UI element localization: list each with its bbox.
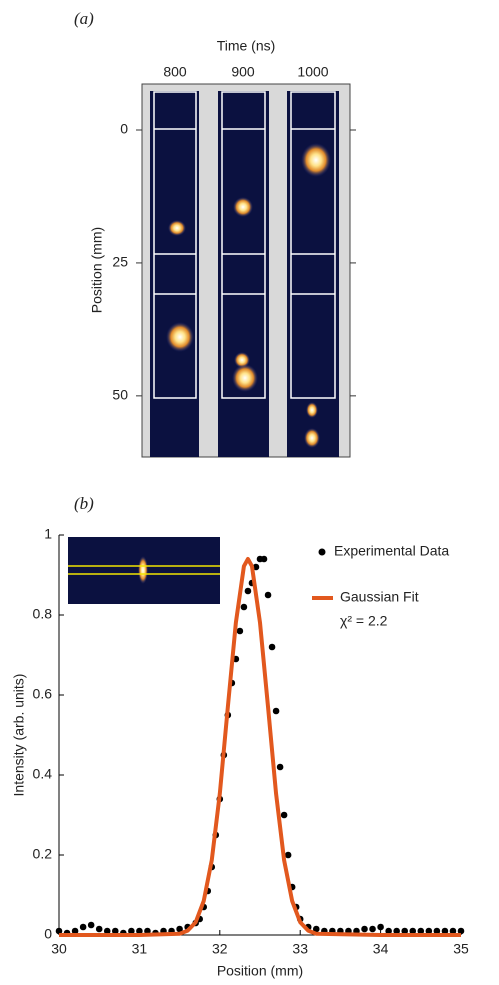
data-point [280,811,288,819]
data-point [144,927,151,935]
y-axis-label: Intensity (arb. units) [11,674,27,797]
y-tick-label: 0.6 [33,686,53,702]
column-label: 900 [231,64,255,80]
x-axis-label: Position (mm) [217,963,303,979]
data-point [361,925,368,933]
x-tick-label: 35 [453,941,469,957]
data-point [244,587,252,595]
image-strips [150,91,339,457]
data-point [276,763,284,771]
fit-line [59,557,461,937]
inset-image [68,537,220,604]
x-tick-label: 31 [132,941,148,957]
y-tick-label: 0.4 [33,766,53,782]
data-point [111,927,119,935]
data-point [136,927,143,935]
y-tick-label: 0.2 [33,846,53,862]
legend-marker [318,548,326,556]
data-point [252,563,260,571]
data-point [312,925,320,933]
data-point [377,923,384,931]
x-tick-label: 33 [292,941,308,957]
data-point [272,707,280,715]
data-point [268,643,276,651]
y-tick-label: 25 [112,254,128,270]
data-point [260,555,268,563]
data-point [449,927,457,935]
data-point [95,925,103,933]
data-point [385,927,392,935]
data-point [425,927,433,935]
data-point [103,927,111,935]
y-tick-label: 0 [120,121,128,137]
chart-title: Time (ns) [217,38,276,54]
data-point [71,927,79,935]
data-point [55,927,63,935]
legend-label: Gaussian Fit [340,589,419,605]
y-axis-label: Position (mm) [89,227,105,313]
data-point [409,927,417,935]
panel-label: (b) [74,494,94,513]
data-point [236,627,244,635]
data-point [176,925,183,933]
data-point [87,921,95,929]
x-tick-label: 32 [212,941,228,957]
column-label: 1000 [297,64,328,80]
data-point [128,927,135,935]
data-point [79,923,87,931]
data-point [401,927,409,935]
data-point [393,927,400,935]
y-tick-label: 0.8 [33,606,53,622]
x-tick-label: 30 [51,941,67,957]
y-tick-label: 50 [112,387,128,403]
y-tick-label: 0 [44,926,52,942]
data-point [264,591,272,599]
data-point [240,603,248,611]
panel-label: (a) [74,9,94,28]
legend-label: Experimental Data [334,543,449,559]
y-tick-label: 1 [44,526,52,542]
x-tick-label: 34 [373,941,389,957]
data-point [441,927,449,935]
data-point [284,851,292,859]
column-label: 800 [163,64,187,80]
data-point [433,927,441,935]
annotation: χ² = 2.2 [340,613,388,629]
data-point [369,925,376,933]
data-point [417,927,425,935]
data-point [457,927,465,935]
